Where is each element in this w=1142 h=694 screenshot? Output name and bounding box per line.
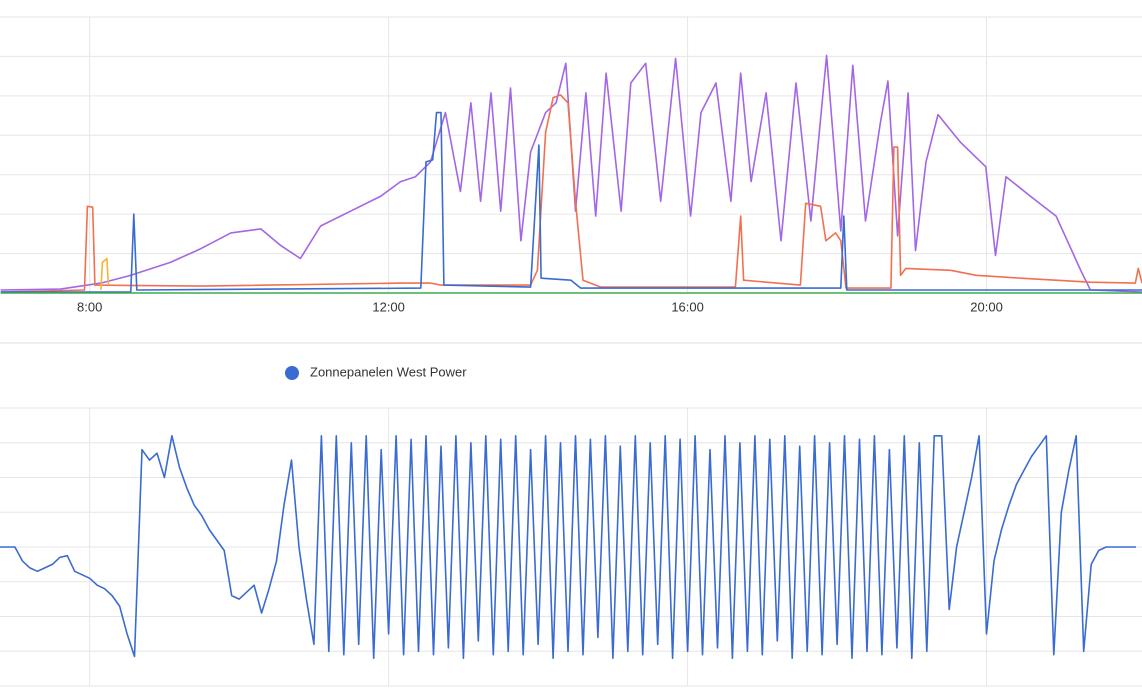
series-line [100, 257, 110, 291]
legend-label: Zonnepanelen West Power [310, 364, 467, 379]
x-tick-label: 20:00 [970, 299, 1003, 314]
series-line [0, 435, 1136, 659]
legend-swatch [285, 366, 299, 380]
x-tick-label: 16:00 [671, 299, 704, 314]
x-tick-label: 8:00 [77, 299, 102, 314]
series-line [0, 111, 1142, 293]
x-tick-label: 12:00 [372, 299, 405, 314]
series-line [0, 94, 1142, 293]
series-line [0, 54, 1142, 293]
